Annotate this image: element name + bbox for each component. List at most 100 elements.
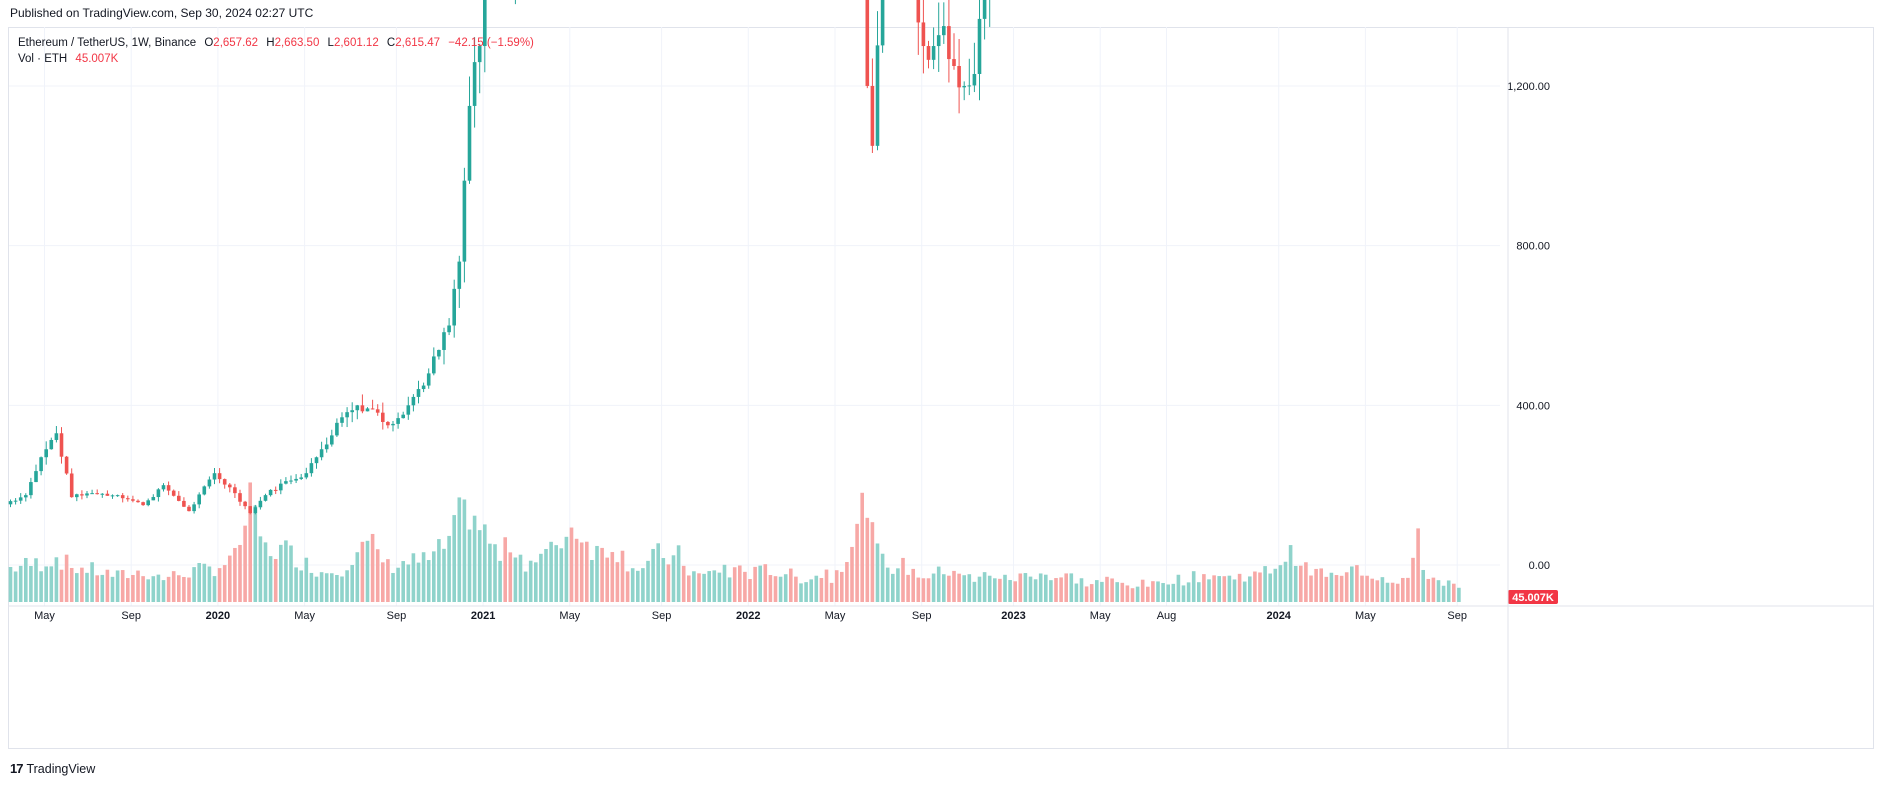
volume-bar (528, 560, 533, 602)
volume-bar (1411, 557, 1415, 602)
candle (865, 0, 870, 89)
open-label: O (204, 37, 214, 49)
volume-bar (1212, 575, 1216, 602)
volume-bar (304, 557, 309, 602)
volume-bar (630, 568, 635, 602)
candle (447, 318, 451, 336)
candle (936, 2, 941, 72)
candle (136, 499, 140, 503)
volume-bar (1395, 583, 1400, 602)
volume-bar (1084, 586, 1089, 602)
volume-bar (253, 505, 258, 602)
candle (44, 441, 48, 465)
candle (401, 411, 405, 419)
time-tick-label: Sep (1447, 610, 1467, 622)
volume-bar (1074, 583, 1079, 602)
volume-bar (1314, 568, 1318, 602)
volume-bar (1059, 577, 1063, 602)
candle (324, 437, 329, 453)
volume-bar (284, 540, 288, 602)
volume-bar (1079, 578, 1084, 602)
volume-bar (355, 552, 360, 602)
volume-bar (579, 542, 584, 602)
volume-bar (1146, 586, 1150, 602)
volume-bar (1268, 573, 1272, 602)
volume-bar (273, 558, 278, 602)
volume-bar (1176, 574, 1181, 602)
volume-bar (845, 562, 849, 602)
volume-bar (692, 571, 696, 602)
volume-bar (1426, 578, 1431, 602)
candle (947, 0, 951, 83)
volume-bar (1248, 576, 1252, 602)
volume-bar (1446, 580, 1451, 602)
volume-bar (498, 560, 502, 602)
candle (952, 33, 956, 70)
volume-bar (1299, 565, 1303, 602)
volume-bar (309, 572, 314, 602)
time-tick-label: Aug (1157, 610, 1177, 622)
volume-bar (1217, 576, 1221, 602)
candle (472, 37, 477, 128)
volume-bar (834, 570, 839, 602)
volume-bar (998, 578, 1002, 602)
candle (182, 497, 186, 508)
volume-bar (131, 574, 135, 602)
grid-lines (9, 27, 1500, 606)
brand-name: TradingView (26, 761, 96, 776)
volume-bar (727, 577, 732, 602)
candle (233, 483, 237, 499)
volume-bar (1095, 580, 1099, 602)
candle (248, 506, 252, 515)
volume-bar (585, 541, 589, 602)
chart-frame[interactable] (8, 27, 1874, 749)
time-tick-label: Sep (652, 610, 672, 622)
volume-bar (1151, 581, 1155, 602)
ohlc-row: Ethereum / TetherUS, 1W, Binance O2,657.… (18, 35, 534, 51)
volume-bar (243, 525, 247, 602)
volume-bar (717, 572, 722, 602)
volume-bar (1293, 565, 1298, 602)
volume-bar (228, 555, 232, 602)
volume-bar (967, 574, 972, 602)
volume-bar (120, 570, 125, 602)
candle (29, 477, 33, 499)
volume-bar (437, 539, 441, 602)
volume-bar (743, 571, 747, 602)
candle (942, 2, 946, 44)
volume-bar (1171, 583, 1176, 602)
volume-bar (539, 553, 543, 602)
volume-bar (738, 565, 742, 602)
volume-bar (860, 492, 864, 602)
volume-bar (819, 577, 824, 602)
volume-bar (1242, 581, 1247, 602)
candle (268, 489, 273, 497)
volume-bar (69, 567, 74, 602)
volume-bar (177, 575, 181, 602)
volume-bar (1038, 573, 1043, 602)
candle (462, 167, 467, 283)
volume-bar (1013, 581, 1017, 602)
volume-bar (24, 557, 28, 602)
candle (483, 0, 487, 73)
volume-bar (13, 571, 18, 602)
candle (279, 479, 283, 495)
time-tick-label: May (825, 610, 846, 622)
candle (18, 493, 23, 504)
volume-bar (666, 564, 671, 602)
volume-bar (314, 576, 319, 602)
candle (171, 489, 176, 497)
volume-bar (182, 576, 186, 602)
volume-bar (396, 567, 400, 602)
candle (967, 58, 972, 96)
volume-bar (1375, 580, 1380, 602)
volume-row: Vol · ETH 45.007K (18, 51, 534, 67)
price-tick-label: 800.00 (1516, 241, 1550, 253)
candle (330, 429, 334, 447)
volume-bar (1049, 580, 1053, 602)
candle (187, 505, 191, 512)
volume-bar (238, 544, 242, 602)
volume-bar (829, 582, 834, 602)
volume-bar (590, 559, 594, 602)
